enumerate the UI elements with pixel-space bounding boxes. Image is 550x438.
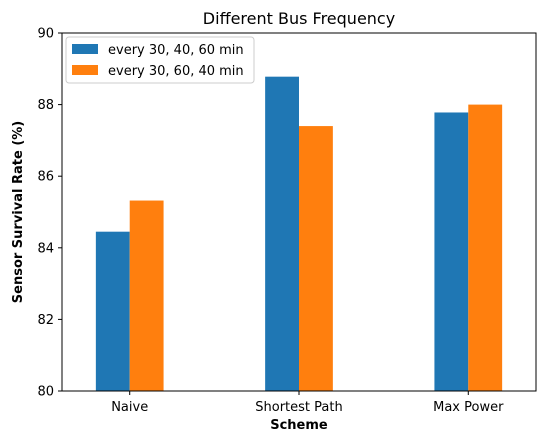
chart-title: Different Bus Frequency [203, 9, 395, 28]
x-tick-label: Max Power [433, 400, 504, 415]
plot-frame [61, 32, 537, 392]
legend-box [65, 36, 255, 84]
bar-shortest-path-series-2 [299, 126, 333, 391]
y-tick-label: 86 [37, 170, 54, 185]
legend-label-2: every 30, 60, 40 min [108, 64, 244, 79]
y-axis-label: Sensor Survival Rate (%) [11, 121, 26, 303]
bar-max-power-series-2 [468, 104, 503, 391]
y-tick-label: 80 [37, 385, 54, 400]
bar-naive-series-2 [129, 200, 164, 391]
bar-naive-series-1 [95, 231, 130, 391]
y-tick-label: 90 [37, 27, 54, 42]
y-tick-label: 82 [37, 313, 54, 328]
y-tick-label: 84 [37, 241, 54, 256]
x-tick-label: Shortest Path [255, 400, 342, 415]
legend-swatch-2 [72, 65, 98, 75]
bar-max-power-series-1 [434, 112, 469, 391]
x-tick-label: Naive [111, 400, 148, 415]
x-axis-label: Scheme [270, 418, 328, 433]
legend: every 30, 40, 60 min every 30, 60, 40 min [65, 36, 255, 84]
y-tick-label: 88 [37, 98, 54, 113]
legend-label-1: every 30, 40, 60 min [108, 43, 244, 58]
bar-shortest-path-series-1 [265, 76, 299, 392]
legend-swatch-1 [72, 44, 98, 54]
